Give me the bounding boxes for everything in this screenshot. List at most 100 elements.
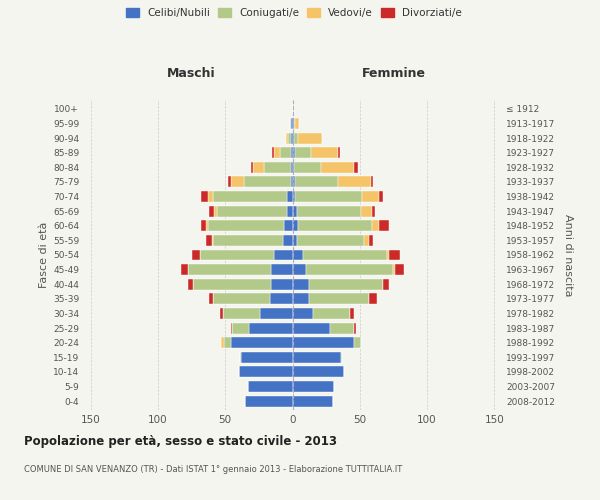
Bar	[298, 220, 372, 231]
Bar	[308, 294, 369, 304]
Bar	[395, 264, 404, 275]
Bar	[245, 396, 293, 406]
Bar	[350, 308, 355, 319]
Bar	[355, 322, 356, 334]
Bar	[201, 220, 206, 231]
Bar	[293, 147, 295, 158]
Bar	[214, 206, 217, 216]
Bar	[283, 235, 293, 246]
Bar	[355, 162, 358, 172]
Bar	[274, 250, 293, 260]
Bar	[294, 162, 321, 172]
Bar	[293, 279, 308, 289]
Bar	[293, 162, 294, 172]
Bar	[293, 220, 298, 231]
Bar	[293, 352, 341, 363]
Bar	[224, 338, 230, 348]
Bar	[296, 235, 364, 246]
Bar	[193, 279, 271, 289]
Bar	[223, 308, 260, 319]
Bar	[191, 250, 200, 260]
Bar	[338, 147, 340, 158]
Bar	[295, 176, 338, 188]
Bar	[369, 235, 373, 246]
Bar	[244, 176, 291, 188]
Legend: Celibi/Nubili, Coniugati/e, Vedovi/e, Divorziati/e: Celibi/Nubili, Coniugati/e, Vedovi/e, Di…	[123, 5, 465, 21]
Bar	[269, 294, 293, 304]
Bar	[188, 279, 193, 289]
Bar	[209, 294, 213, 304]
Bar	[271, 264, 293, 275]
Bar	[220, 308, 223, 319]
Bar	[241, 352, 293, 363]
Bar	[289, 132, 291, 143]
Bar	[321, 162, 355, 172]
Bar	[291, 132, 293, 143]
Bar	[298, 132, 322, 143]
Text: Popolazione per età, sesso e stato civile - 2013: Popolazione per età, sesso e stato civil…	[24, 435, 337, 448]
Bar	[293, 294, 308, 304]
Bar	[230, 176, 244, 188]
Bar	[293, 264, 306, 275]
Bar	[291, 162, 293, 172]
Bar	[272, 147, 274, 158]
Bar	[355, 338, 361, 348]
Bar	[371, 176, 373, 188]
Bar	[293, 191, 295, 202]
Bar	[372, 206, 374, 216]
Bar	[294, 118, 295, 129]
Bar	[293, 381, 334, 392]
Bar	[293, 104, 294, 115]
Bar	[217, 206, 287, 216]
Bar	[239, 366, 293, 378]
Bar	[260, 308, 293, 319]
Bar	[290, 118, 291, 129]
Bar	[338, 176, 371, 188]
Bar	[362, 191, 379, 202]
Bar	[206, 220, 208, 231]
Y-axis label: Anni di nascita: Anni di nascita	[563, 214, 573, 296]
Bar	[293, 322, 330, 334]
Bar	[213, 294, 269, 304]
Bar	[330, 322, 355, 334]
Bar	[293, 132, 294, 143]
Bar	[293, 308, 313, 319]
Bar	[295, 118, 299, 129]
Bar	[201, 191, 208, 202]
Bar	[274, 147, 280, 158]
Bar	[293, 366, 344, 378]
Bar	[313, 308, 350, 319]
Bar	[271, 279, 293, 289]
Bar	[264, 162, 291, 172]
Bar	[308, 279, 383, 289]
Bar	[361, 206, 372, 216]
Bar	[188, 264, 271, 275]
Bar	[228, 176, 230, 188]
Bar	[286, 132, 289, 143]
Bar	[181, 264, 188, 275]
Bar	[232, 322, 250, 334]
Text: COMUNE DI SAN VENANZO (TR) - Dati ISTAT 1° gennaio 2013 - Elaborazione TUTTITALI: COMUNE DI SAN VENANZO (TR) - Dati ISTAT …	[24, 465, 402, 474]
Bar	[209, 206, 214, 216]
Bar	[291, 118, 293, 129]
Bar	[221, 338, 224, 348]
Bar	[369, 294, 377, 304]
Bar	[230, 338, 293, 348]
Bar	[341, 352, 342, 363]
Bar	[364, 235, 369, 246]
Bar	[379, 220, 389, 231]
Bar	[293, 338, 355, 348]
Bar	[293, 396, 333, 406]
Bar	[394, 264, 395, 275]
Bar	[208, 191, 213, 202]
Bar	[248, 381, 293, 392]
Bar	[280, 147, 291, 158]
Bar	[383, 279, 389, 289]
Bar	[213, 191, 287, 202]
Bar	[293, 250, 303, 260]
Bar	[379, 191, 383, 202]
Bar	[291, 147, 293, 158]
Bar	[389, 250, 400, 260]
Bar	[293, 206, 296, 216]
Bar	[200, 250, 274, 260]
